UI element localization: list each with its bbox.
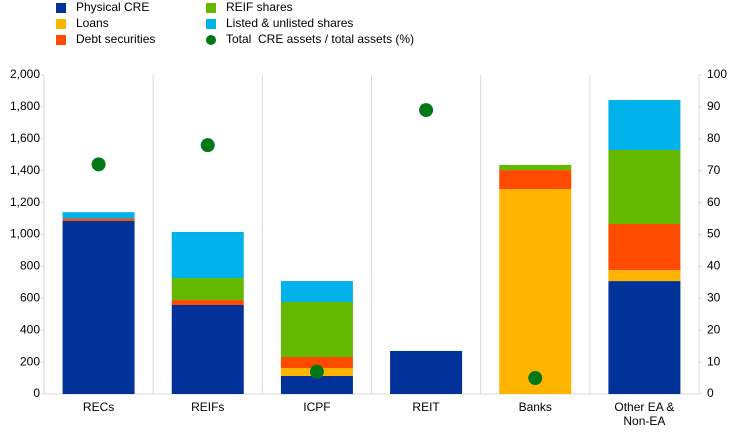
dot [309, 364, 324, 379]
legend-label: Physical CRE [76, 0, 149, 14]
y-tick-label: 2,000 [10, 67, 40, 81]
legend-label: REIF shares [226, 0, 293, 14]
y-tick-label: 600 [20, 290, 40, 304]
bar-segment [608, 270, 681, 282]
legend-marker [56, 3, 66, 13]
legend-label: Debt securities [76, 32, 155, 46]
y2-tick-label: 10 [707, 354, 721, 368]
bar-segment [280, 301, 353, 357]
legend-marker [56, 19, 66, 29]
bar-segment [280, 356, 353, 369]
dot [419, 103, 434, 118]
bar-segment [608, 281, 681, 394]
y2-tick-label: 80 [707, 131, 721, 145]
legend-label: Loans [76, 16, 109, 30]
legend-marker [206, 35, 216, 45]
dot [200, 138, 215, 153]
bar-segment [499, 164, 572, 171]
y2-tick-label: 70 [707, 163, 721, 177]
bar-segment [608, 100, 681, 150]
y-tick-label: 1,400 [10, 163, 40, 177]
y2-tick-label: 40 [707, 259, 721, 273]
bar-segment [499, 189, 572, 394]
dot [91, 157, 106, 172]
x-tick-label: REIT [412, 400, 440, 414]
y2-tick-label: 100 [707, 67, 727, 81]
bar-segment [62, 212, 135, 219]
bar-segment [280, 281, 353, 302]
bar-segment [62, 220, 135, 394]
y-tick-label: 800 [20, 259, 40, 273]
y-tick-label: 1,200 [10, 195, 40, 209]
y-tick-label: 1,000 [10, 227, 40, 241]
y-tick-label: 200 [20, 354, 40, 368]
y-tick-label: 1,600 [10, 131, 40, 145]
x-tick-label: ICPF [303, 400, 330, 414]
bar-segment [171, 304, 244, 394]
legend-marker [56, 35, 66, 45]
y2-tick-label: 20 [707, 322, 721, 336]
y-tick-label: 0 [33, 386, 40, 400]
x-tick-label: Other EA & Non-EA [614, 400, 674, 428]
x-tick-label: REIFs [191, 400, 224, 414]
y2-tick-label: 90 [707, 99, 721, 113]
y-tick-label: 400 [20, 322, 40, 336]
legend-marker [206, 19, 216, 29]
bar-segment [171, 231, 244, 279]
x-tick-label: Banks [519, 400, 552, 414]
dot [528, 371, 543, 386]
bar-segment [171, 300, 244, 305]
bar-segment [608, 223, 681, 271]
bar-segment [171, 278, 244, 301]
y2-tick-label: 30 [707, 290, 721, 304]
legend-marker [206, 3, 216, 13]
y2-tick-label: 60 [707, 195, 721, 209]
y-tick-label: 1,800 [10, 99, 40, 113]
bar-segment [62, 218, 135, 221]
bar-segment [499, 170, 572, 190]
legend-label: Listed & unlisted shares [226, 16, 353, 30]
bar-segment [280, 375, 353, 394]
y2-tick-label: 0 [707, 386, 714, 400]
x-tick-label: RECs [83, 400, 114, 414]
y2-tick-label: 50 [707, 227, 721, 241]
bar-segment [390, 350, 463, 394]
legend-label: Total CRE assets / total assets (%) [226, 32, 414, 46]
bar-segment [608, 149, 681, 224]
